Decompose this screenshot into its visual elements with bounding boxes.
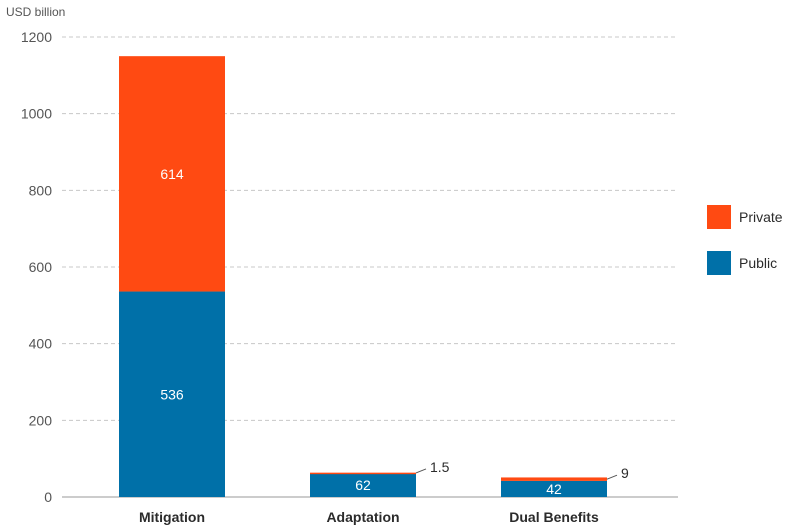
y-axis-label: USD billion xyxy=(6,5,65,19)
legend: Private Public xyxy=(707,205,783,275)
legend-label-public: Public xyxy=(739,255,777,271)
bar-private-dual-benefits xyxy=(501,477,607,481)
y-tick-label: 1200 xyxy=(21,29,52,45)
legend-swatch-public xyxy=(707,251,731,275)
gridlines xyxy=(62,36,678,421)
data-label-public: 536 xyxy=(160,386,184,402)
bar-private-adaptation xyxy=(310,472,416,475)
x-tick-label: Dual Benefits xyxy=(509,509,599,525)
legend-swatch-private xyxy=(707,205,731,229)
callout-line xyxy=(415,468,427,474)
y-tick-label: 0 xyxy=(44,489,52,505)
y-tick-labels: 0 200 400 600 800 1000 1200 xyxy=(21,29,52,505)
bar-public-mitigation xyxy=(119,291,225,497)
x-tick-label: Mitigation xyxy=(139,509,205,525)
bar-private-mitigation xyxy=(119,56,225,292)
legend-label-private: Private xyxy=(739,209,783,225)
data-label-private: 614 xyxy=(160,166,184,182)
x-tick-labels: Mitigation Adaptation Dual Benefits xyxy=(139,509,599,525)
data-label-public: 42 xyxy=(546,481,562,497)
y-tick-label: 200 xyxy=(29,412,53,428)
callout-line xyxy=(606,474,618,480)
y-tick-label: 800 xyxy=(29,182,53,198)
y-tick-label: 400 xyxy=(29,336,53,352)
data-label-private: 9 xyxy=(621,465,629,481)
y-tick-label: 1000 xyxy=(21,106,52,122)
bar-public-adaptation xyxy=(310,473,416,497)
x-tick-label: Adaptation xyxy=(326,509,399,525)
y-tick-label: 600 xyxy=(29,259,53,275)
bar-public-dual-benefits xyxy=(501,480,607,497)
data-label-private: 1.5 xyxy=(430,459,450,475)
data-label-public: 62 xyxy=(355,477,371,493)
bars: 536 614 62 1.5 42 9 xyxy=(119,56,629,497)
